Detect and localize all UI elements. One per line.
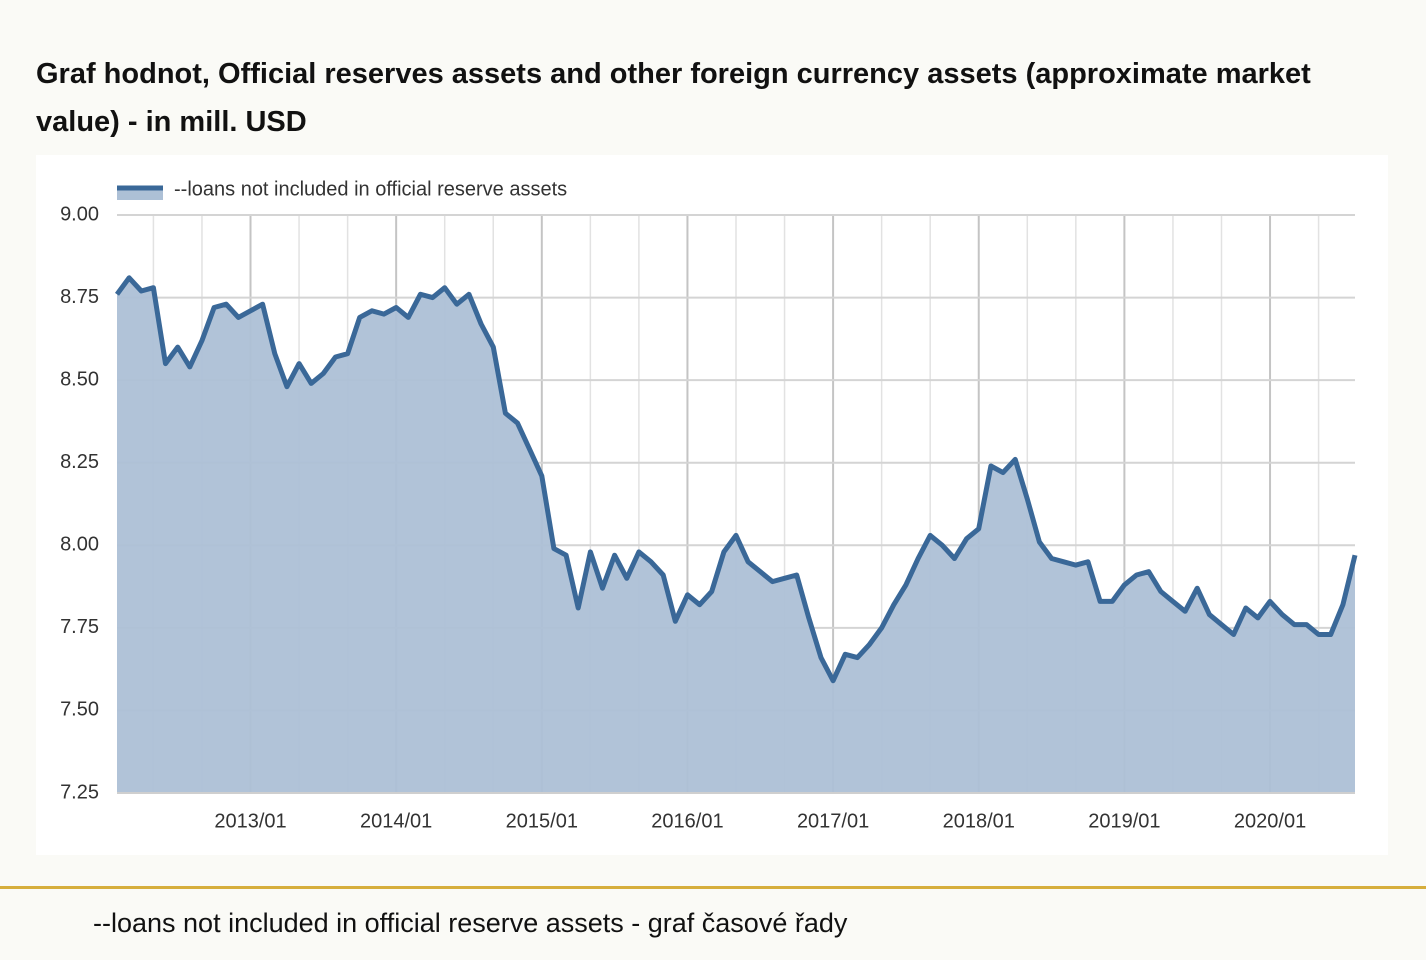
y-tick-label: 8.50	[60, 368, 99, 390]
x-tick-label: 2016/01	[651, 810, 723, 832]
y-tick-label: 8.25	[60, 451, 99, 473]
legend-label: --loans not included in official reserve…	[174, 178, 567, 200]
x-tick-label: 2020/01	[1234, 810, 1306, 832]
caption: --loans not included in official reserve…	[93, 908, 848, 938]
divider	[0, 886, 1426, 889]
x-tick-label: 2018/01	[943, 810, 1015, 832]
x-tick-label: 2017/01	[797, 810, 869, 832]
chart-title: Graf hodnot, Official reserves assets an…	[36, 58, 1311, 138]
legend-swatch-fill	[117, 188, 163, 200]
y-tick-label: 8.00	[60, 534, 99, 556]
x-tick-label: 2013/01	[214, 810, 286, 832]
y-tick-label: 9.00	[60, 203, 99, 225]
line	[114, 275, 1358, 684]
y-tick-label: 8.75	[60, 286, 99, 308]
x-tick-label: 2015/01	[506, 810, 578, 832]
x-tick-label: 2014/01	[360, 810, 432, 832]
y-tick-label: 7.25	[60, 781, 99, 803]
x-tick-label: 2019/01	[1088, 810, 1160, 832]
y-tick-label: 7.75	[60, 616, 99, 638]
y-tick-label: 7.50	[60, 699, 99, 721]
